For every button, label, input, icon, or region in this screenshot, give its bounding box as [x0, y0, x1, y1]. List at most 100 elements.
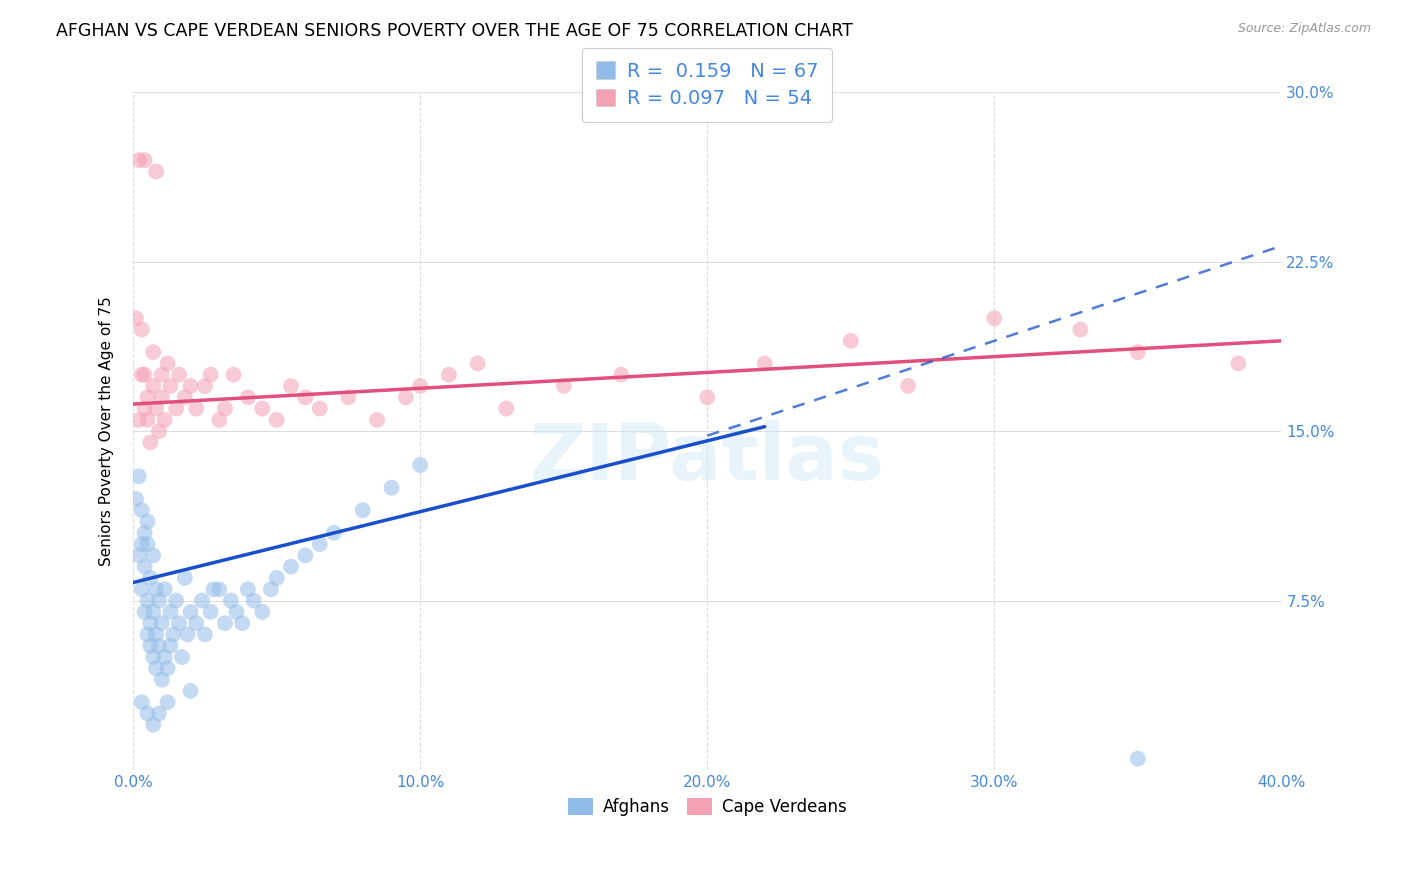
- Point: [409, 379, 432, 393]
- Point: [156, 695, 179, 709]
- Point: [148, 706, 170, 721]
- Point: [208, 582, 231, 597]
- Point: [409, 458, 432, 472]
- Point: [352, 503, 374, 517]
- Point: [266, 413, 288, 427]
- Point: [194, 379, 217, 393]
- Point: [153, 413, 176, 427]
- Point: [128, 549, 150, 563]
- Point: [173, 571, 195, 585]
- Point: [200, 368, 222, 382]
- Point: [128, 413, 150, 427]
- Point: [173, 390, 195, 404]
- Point: [222, 368, 245, 382]
- Point: [139, 639, 162, 653]
- Point: [180, 605, 202, 619]
- Point: [156, 356, 179, 370]
- Point: [136, 593, 159, 607]
- Point: [145, 401, 167, 416]
- Point: [1126, 752, 1149, 766]
- Point: [134, 401, 156, 416]
- Point: [131, 537, 153, 551]
- Point: [134, 559, 156, 574]
- Point: [136, 537, 159, 551]
- Point: [180, 684, 202, 698]
- Point: [242, 593, 264, 607]
- Point: [252, 605, 274, 619]
- Point: [134, 153, 156, 168]
- Point: [266, 571, 288, 585]
- Point: [134, 368, 156, 382]
- Point: [145, 582, 167, 597]
- Point: [308, 537, 330, 551]
- Point: [139, 435, 162, 450]
- Text: ZIPatlas: ZIPatlas: [530, 420, 884, 496]
- Point: [148, 639, 170, 653]
- Point: [180, 379, 202, 393]
- Point: [337, 390, 360, 404]
- Point: [136, 627, 159, 641]
- Point: [125, 311, 148, 326]
- Point: [1227, 356, 1250, 370]
- Point: [139, 571, 162, 585]
- Point: [136, 706, 159, 721]
- Point: [134, 605, 156, 619]
- Point: [128, 469, 150, 483]
- Point: [165, 401, 187, 416]
- Point: [214, 616, 236, 631]
- Point: [308, 401, 330, 416]
- Point: [395, 390, 418, 404]
- Point: [145, 627, 167, 641]
- Point: [136, 390, 159, 404]
- Point: [231, 616, 253, 631]
- Point: [323, 525, 346, 540]
- Point: [260, 582, 283, 597]
- Point: [294, 390, 316, 404]
- Point: [467, 356, 489, 370]
- Point: [219, 593, 242, 607]
- Point: [142, 549, 165, 563]
- Point: [142, 379, 165, 393]
- Point: [176, 627, 198, 641]
- Point: [162, 627, 184, 641]
- Point: [134, 525, 156, 540]
- Point: [142, 345, 165, 359]
- Point: [150, 390, 173, 404]
- Point: [1126, 345, 1149, 359]
- Point: [131, 582, 153, 597]
- Point: [983, 311, 1005, 326]
- Point: [148, 593, 170, 607]
- Point: [136, 413, 159, 427]
- Point: [208, 413, 231, 427]
- Point: [236, 582, 259, 597]
- Point: [153, 650, 176, 665]
- Point: [142, 605, 165, 619]
- Text: AFGHAN VS CAPE VERDEAN SENIORS POVERTY OVER THE AGE OF 75 CORRELATION CHART: AFGHAN VS CAPE VERDEAN SENIORS POVERTY O…: [56, 22, 853, 40]
- Point: [495, 401, 517, 416]
- Point: [167, 368, 190, 382]
- Point: [200, 605, 222, 619]
- Point: [214, 401, 236, 416]
- Point: [280, 559, 302, 574]
- Point: [839, 334, 862, 348]
- Point: [142, 718, 165, 732]
- Point: [225, 605, 247, 619]
- Point: [159, 605, 181, 619]
- Point: [150, 368, 173, 382]
- Point: [150, 673, 173, 687]
- Point: [1069, 322, 1091, 336]
- Point: [186, 401, 208, 416]
- Point: [294, 549, 316, 563]
- Point: [696, 390, 718, 404]
- Point: [610, 368, 633, 382]
- Point: [125, 491, 148, 506]
- Point: [366, 413, 388, 427]
- Y-axis label: Seniors Poverty Over the Age of 75: Seniors Poverty Over the Age of 75: [100, 296, 114, 566]
- Legend: Afghans, Cape Verdeans: Afghans, Cape Verdeans: [561, 791, 853, 822]
- Point: [380, 481, 402, 495]
- Point: [897, 379, 920, 393]
- Point: [159, 639, 181, 653]
- Point: [159, 379, 181, 393]
- Point: [153, 582, 176, 597]
- Point: [236, 390, 259, 404]
